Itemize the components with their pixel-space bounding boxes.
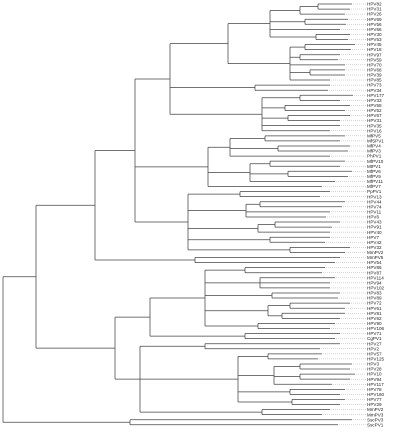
- leaf-label: MmPV3: [367, 412, 384, 417]
- tree-branches: [2, 3, 355, 426]
- leaf-label: HPV31: [367, 7, 382, 12]
- leaf-label: HPV78: [367, 387, 382, 392]
- leaf-label: HPV106: [367, 326, 385, 331]
- leaf-label: HPV10: [367, 372, 382, 377]
- leaf-label: HPV117: [367, 382, 384, 387]
- leaf-label: HPV29: [367, 402, 382, 407]
- leaf-label: HPV6: [367, 215, 379, 220]
- leaf-label: SscPV3: [367, 417, 384, 422]
- leaf-label: PpPV1: [367, 189, 382, 194]
- leaf-label: SscPV1: [367, 422, 384, 427]
- leaf-label: HPV3: [367, 362, 379, 367]
- leaf-label: HPV58: [367, 103, 382, 108]
- leaf-label: HPV16: [367, 128, 382, 133]
- leaf-label: HPV73: [367, 83, 382, 88]
- leaf-label: HPV91: [367, 225, 382, 230]
- leaf-label: HPV56: [367, 22, 382, 27]
- leaf-label: HPV66: [367, 27, 382, 32]
- leaf-label: HPV125: [367, 357, 385, 362]
- leaf-label: HPV32: [367, 245, 382, 250]
- leaf-label: HPV94: [367, 377, 382, 382]
- leader-lines: [319, 3, 366, 426]
- leaf-label: HPV160: [367, 392, 385, 397]
- leaf-label: MfPV6: [367, 169, 381, 174]
- leaf-label: HPV81: [367, 311, 382, 316]
- leaf-label: MfSPV1: [367, 138, 384, 143]
- leaf-label: MmPV2: [367, 250, 384, 255]
- leaf-label: MfPV5: [367, 133, 381, 138]
- leaf-label: HPV87: [367, 270, 382, 275]
- leaf-label: HPV102: [367, 286, 385, 291]
- leaf-label: HPV97: [367, 52, 382, 57]
- leaf-label: HPV13: [367, 194, 382, 199]
- leaf-label: HPV43: [367, 220, 382, 225]
- leaf-label: HPV77: [367, 397, 382, 402]
- leaf-label: HPV57: [367, 351, 382, 356]
- leaf-label: HPV86: [367, 265, 382, 270]
- leaf-label: HPV31: [367, 118, 382, 123]
- leaf-label: MfPV9: [367, 174, 381, 179]
- leaf-label: MfPV4: [367, 144, 381, 149]
- leaf-label: HPV53: [367, 37, 382, 42]
- leaf-label: HPV90: [367, 321, 382, 326]
- leaf-label: HPV61: [367, 306, 382, 311]
- leaf-label: HPV69: [367, 17, 382, 22]
- leaf-label: HPV26: [367, 12, 382, 17]
- leaf-label: HPV62: [367, 316, 382, 321]
- leaf-label: HPV70: [367, 62, 382, 67]
- leaf-label: HPV28: [367, 367, 382, 372]
- leaf-label: HPV11: [367, 209, 382, 214]
- leaf-label: HPV54: [367, 260, 382, 265]
- leaf-label: HPV34: [367, 88, 382, 93]
- leaf-label: HPV45: [367, 42, 382, 47]
- leaf-label: HPV44: [367, 199, 382, 204]
- leaf-label: HPV114: [367, 275, 384, 280]
- leaf-label: MmPV2: [367, 407, 384, 412]
- leaf-label: HPV2: [367, 346, 379, 351]
- leaf-label: HPV35: [367, 123, 382, 128]
- leaf-label: HPV52: [367, 108, 382, 113]
- leaf-label: HPV67: [367, 113, 382, 118]
- leaf-label: HPV59: [367, 57, 382, 62]
- leaf-label: HPV89: [367, 296, 382, 301]
- leaf-label: HPV71: [367, 331, 382, 336]
- leaf-label: HPV94: [367, 280, 382, 285]
- leaf-label: HPV85: [367, 78, 382, 83]
- leaf-label: HPV177: [367, 93, 385, 98]
- leaf-label: HPV39: [367, 73, 382, 78]
- leaf-label: HPV82: [367, 2, 382, 7]
- leaf-label: HPV7: [367, 235, 379, 240]
- leaf-label: CgPV1: [367, 336, 382, 341]
- leaf-label: HPV72: [367, 301, 382, 306]
- leaf-label: HPV40: [367, 230, 382, 235]
- leaf-label: HPV27: [367, 341, 382, 346]
- leaf-label: HPV68: [367, 68, 382, 73]
- leaf-label: HPV83: [367, 291, 382, 296]
- leaf-label: MfPV11: [367, 179, 383, 184]
- leaf-label: PhPV1: [367, 154, 382, 159]
- leaf-label: HPV30: [367, 32, 382, 37]
- leaf-label: HPV33: [367, 98, 382, 103]
- leaf-label: HPV42: [367, 240, 382, 245]
- leaf-label: MmPV5: [367, 255, 384, 260]
- leaf-label: MfPV7: [367, 184, 381, 189]
- leaf-label: MtPV1: [367, 164, 381, 169]
- leaf-label: MfPV3: [367, 149, 381, 154]
- leaf-labels: HPV82HPV31HPV26HPV69HPV56HPV66HPV30HPV53…: [367, 2, 385, 428]
- leaf-label: HPV18: [367, 47, 382, 52]
- leaf-label: MfPV10: [367, 159, 384, 164]
- leaf-label: HPV74: [367, 204, 382, 209]
